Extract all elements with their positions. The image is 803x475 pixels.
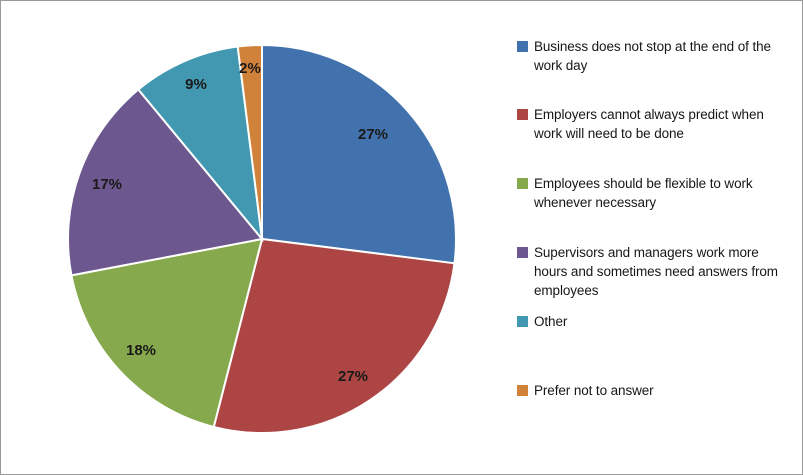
legend-swatch-icon xyxy=(517,178,528,189)
legend-item-other[interactable]: Other xyxy=(517,312,795,331)
legend-swatch-icon xyxy=(517,41,528,52)
legend-swatch-icon xyxy=(517,316,528,327)
legend-item-employers-cannot-predict[interactable]: Employers cannot always predict when wor… xyxy=(517,105,795,143)
pie-data-label-supervisors-and-managers: 17% xyxy=(92,176,122,193)
legend-item-supervisors-and-managers[interactable]: Supervisors and managers work more hours… xyxy=(517,243,795,300)
legend-item-employees-should-be-flexible[interactable]: Employees should be flexible to work whe… xyxy=(517,174,795,212)
pie-data-label-employees-should-be-flexible: 18% xyxy=(126,342,156,359)
legend-item-label: Employers cannot always predict when wor… xyxy=(534,107,764,141)
pie-slice-employees-should-be-flexible[interactable] xyxy=(70,237,264,429)
pie-data-label-prefer-not-to-answer: 2% xyxy=(239,60,261,77)
legend-swatch-icon xyxy=(517,247,528,258)
pie-data-label-employers-cannot-predict: 27% xyxy=(338,368,368,385)
legend-item-label: Business does not stop at the end of the… xyxy=(534,39,771,73)
pie-slice-employers-cannot-predict[interactable] xyxy=(212,237,456,434)
legend-item-label: Prefer not to answer xyxy=(534,383,654,398)
pie-chart-plot-area: 27% 27% 18% 17% 9% 2% xyxy=(1,1,501,474)
legend-item-label: Other xyxy=(534,314,568,329)
pie-slice-business-does-not-stop[interactable] xyxy=(261,43,457,265)
pie-data-label-other: 9% xyxy=(185,76,207,93)
legend-item-label: Supervisors and managers work more hours… xyxy=(534,245,778,298)
pie-slice-prefer-not-to-answer[interactable] xyxy=(236,43,263,240)
legend-item-business-does-not-stop[interactable]: Business does not stop at the end of the… xyxy=(517,37,795,75)
pie-data-label-business-does-not-stop: 27% xyxy=(358,126,388,143)
legend-swatch-icon xyxy=(517,109,528,120)
pie-slice-supervisors-and-managers[interactable] xyxy=(67,88,264,277)
legend-item-prefer-not-to-answer[interactable]: Prefer not to answer xyxy=(517,381,795,400)
pie-chart-svg: 27% 27% 18% 17% 9% 2% xyxy=(67,43,457,434)
legend-item-label: Employees should be flexible to work whe… xyxy=(534,176,753,210)
legend-swatch-icon xyxy=(517,385,528,396)
pie-slice-other[interactable] xyxy=(136,45,264,243)
pie-slice-group xyxy=(67,43,457,434)
pie-data-label-group: 27% 27% 18% 17% 9% 2% xyxy=(92,60,388,385)
